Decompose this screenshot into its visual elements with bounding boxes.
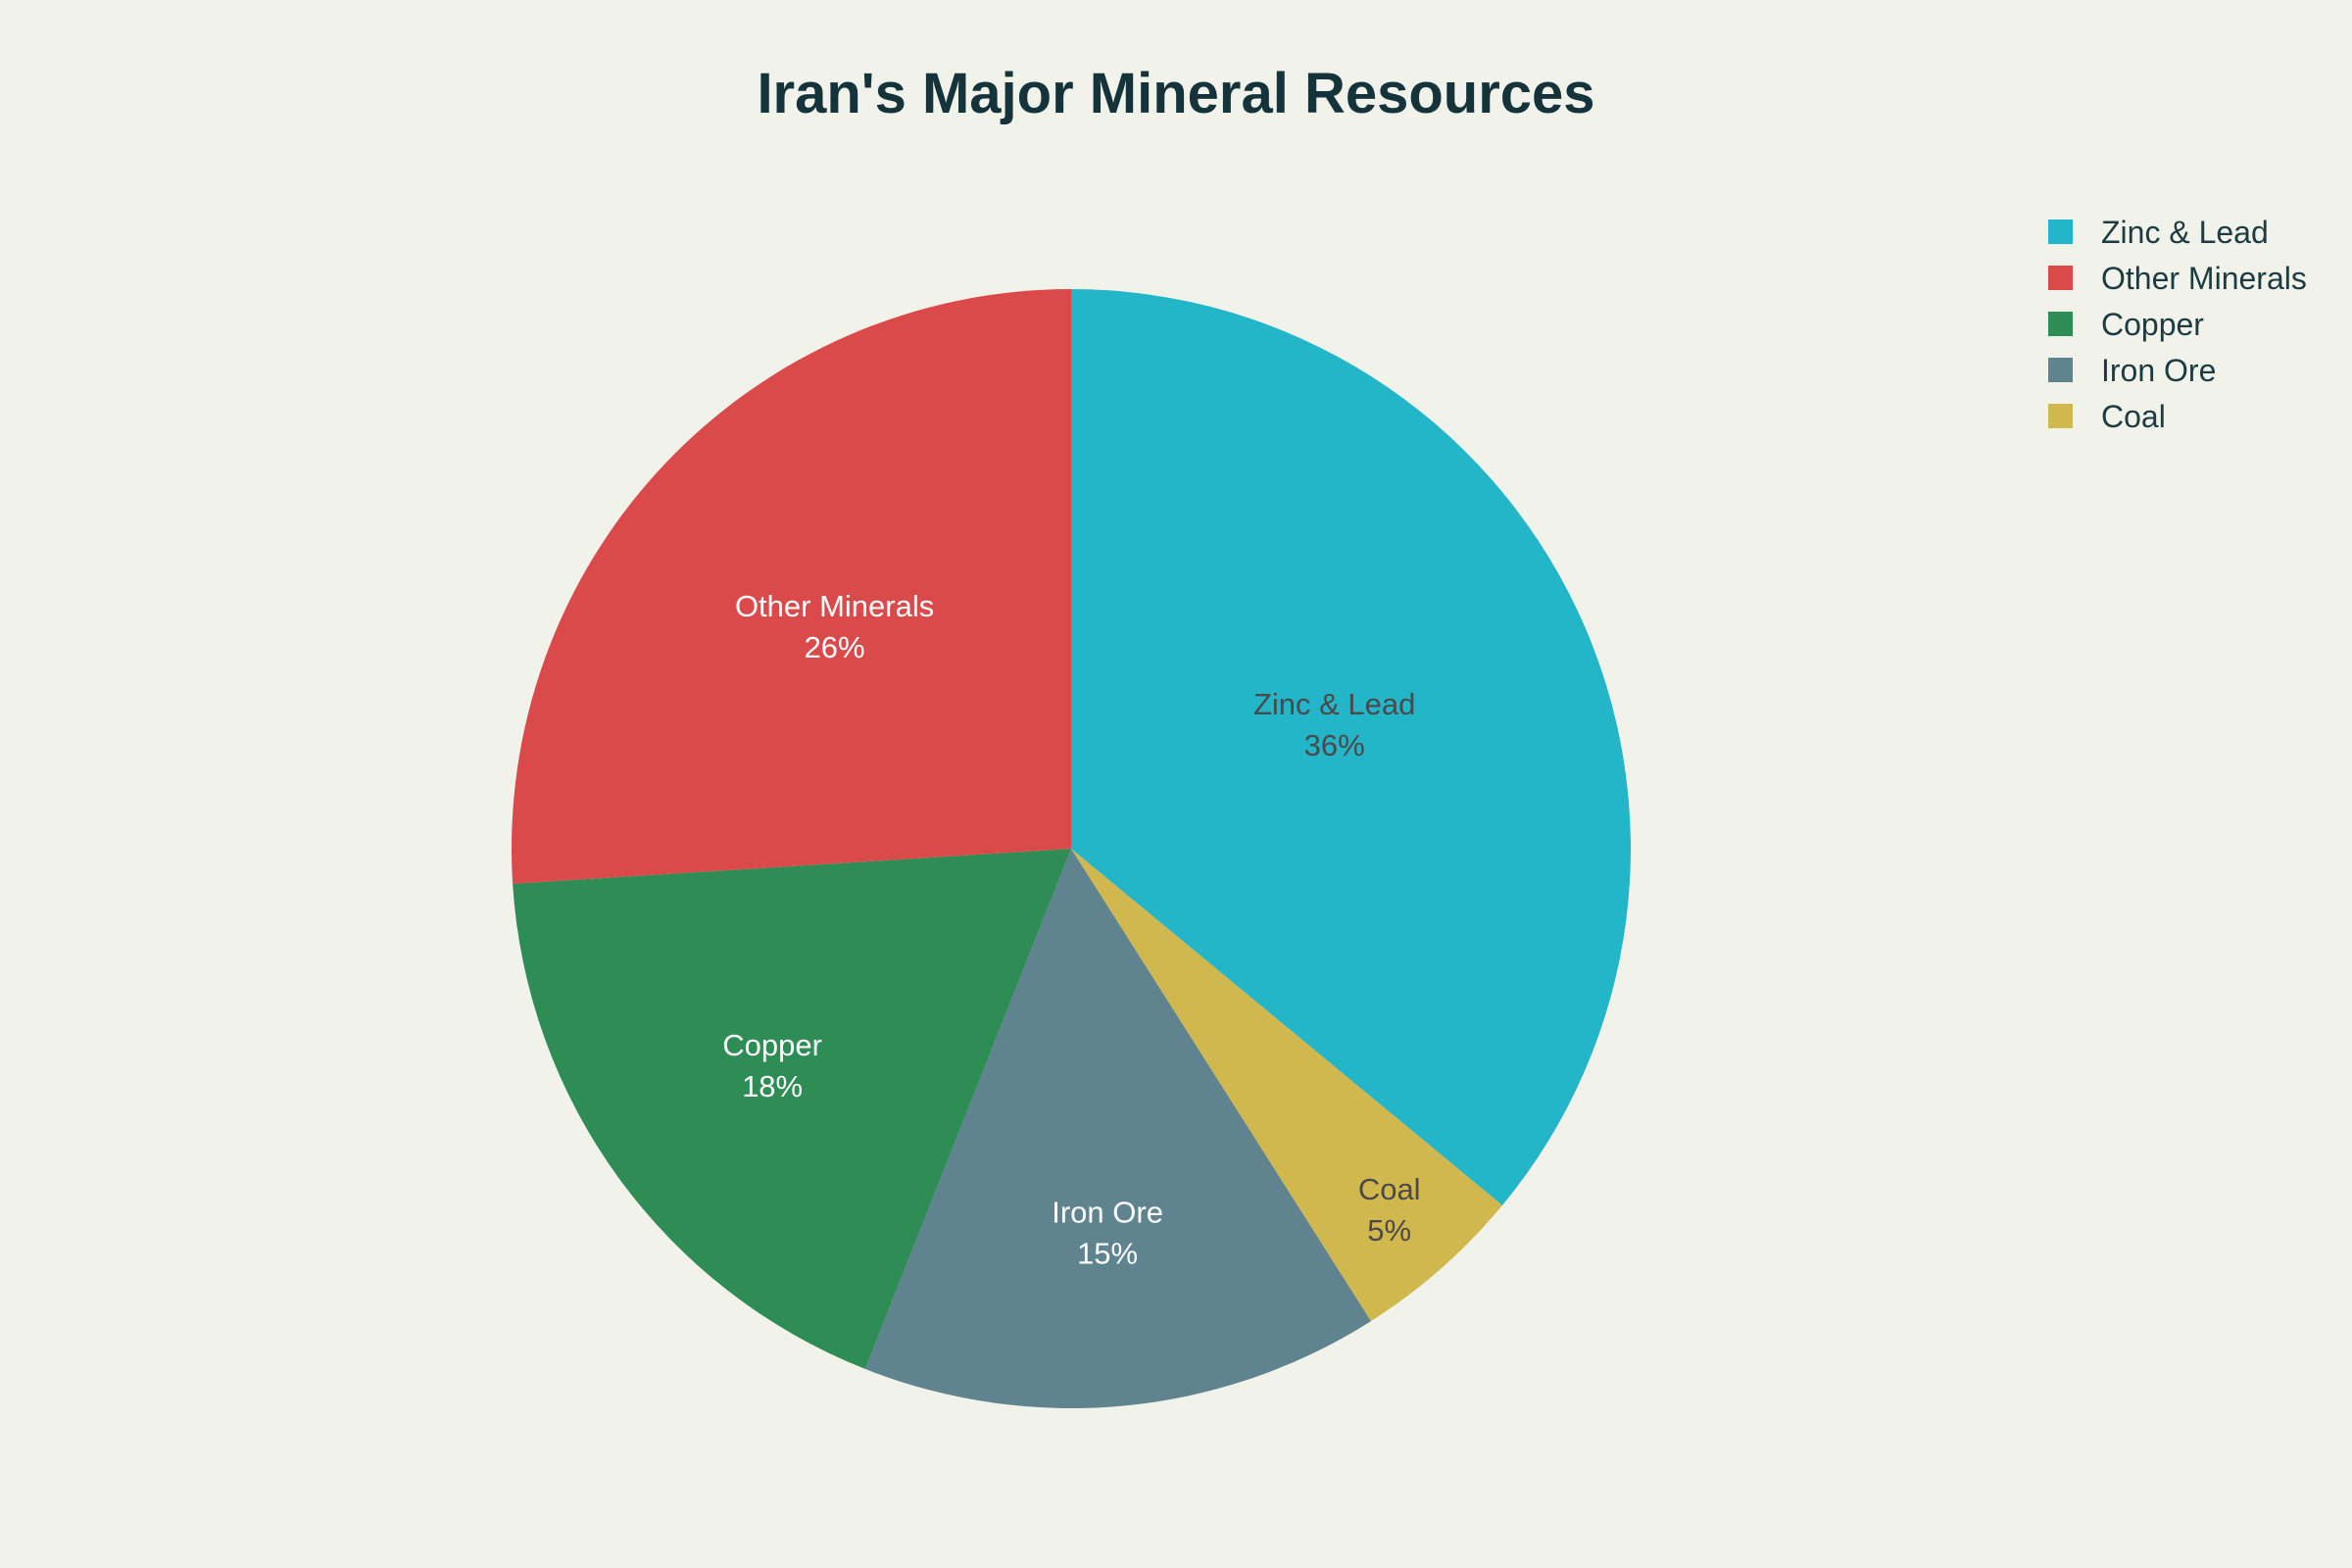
legend-label-coal: Coal [2101,398,2166,434]
legend-item-copper[interactable]: Copper [2048,301,2307,347]
legend-swatch-zinc-lead [2048,220,2073,244]
legend-swatch-coal [2048,404,2073,428]
pie-slice-coal[interactable] [1071,849,1502,1322]
pie-slice-other-minerals[interactable] [512,289,1071,884]
legend-swatch-iron-ore [2048,358,2073,382]
legend: Zinc & Lead Other Minerals Copper Iron Ore C… [2048,209,2307,439]
legend-item-coal[interactable]: Coal [2048,393,2307,439]
legend-swatch-copper [2048,312,2073,336]
pie-slice-iron-ore[interactable] [864,849,1371,1408]
pie-slice-zinc-lead[interactable] [1071,289,1631,1205]
legend-swatch-other-minerals [2048,266,2073,290]
legend-item-iron-ore[interactable]: Iron Ore [2048,347,2307,393]
chart-title: Iran's Major Mineral Resources [757,62,1595,125]
legend-label-iron-ore: Iron Ore [2101,352,2217,388]
legend-item-zinc-lead[interactable]: Zinc & Lead [2048,209,2307,255]
legend-label-other-minerals: Other Minerals [2101,260,2307,296]
legend-label-zinc-lead: Zinc & Lead [2101,214,2269,250]
pie-slice-copper[interactable] [513,849,1071,1369]
legend-item-other-minerals[interactable]: Other Minerals [2048,255,2307,301]
legend-label-copper: Copper [2101,306,2204,342]
